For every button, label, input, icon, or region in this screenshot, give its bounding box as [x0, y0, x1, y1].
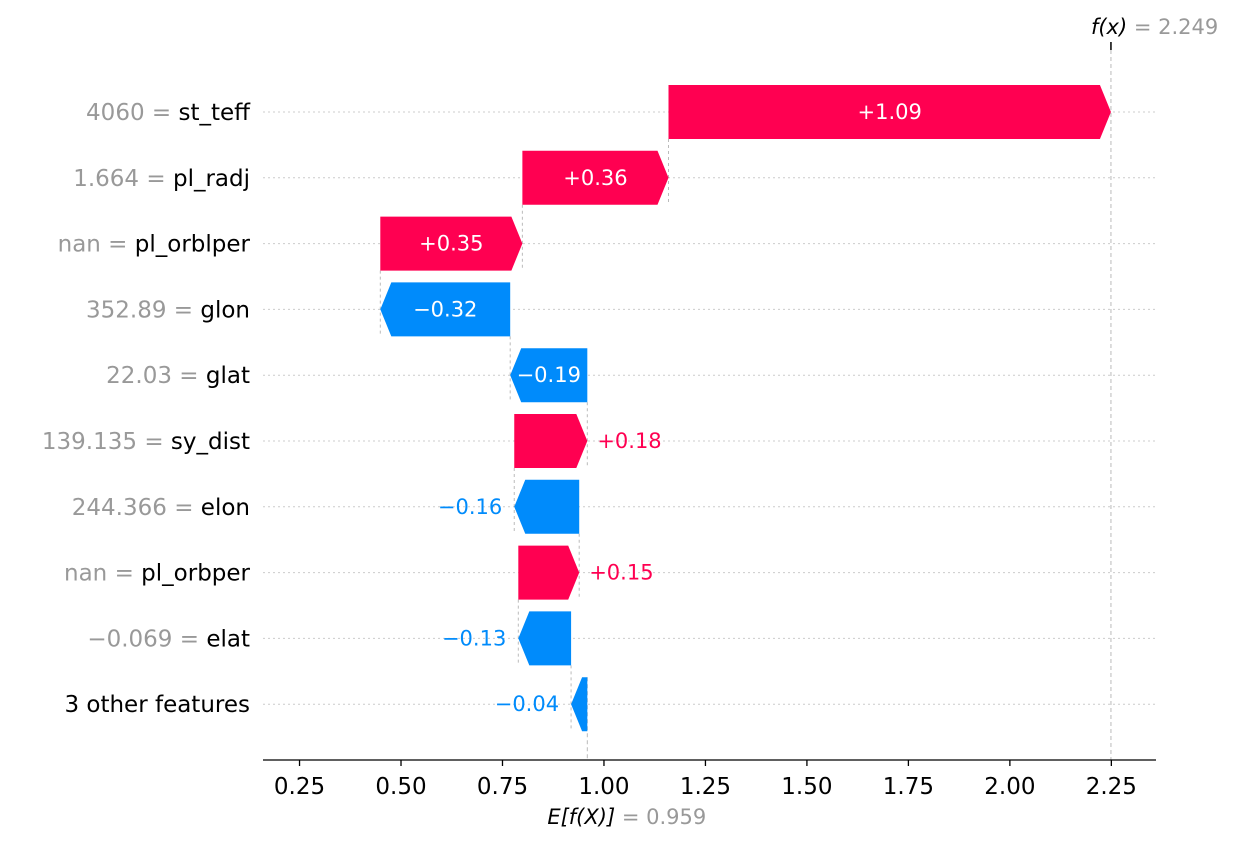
- bar-glat: [510, 348, 588, 403]
- final-value-number: = 2.249: [1127, 15, 1218, 39]
- feature-name: elon: [201, 495, 250, 521]
- feature-name: pl_orbper: [141, 561, 250, 587]
- feature-name: sy_dist: [171, 429, 250, 455]
- base-value-label: E[f(X)] = 0.959: [547, 805, 706, 829]
- contribution-label: −0.32: [413, 297, 477, 321]
- feature-value: −0.069 =: [87, 626, 206, 652]
- feature-value: 352.89 =: [86, 297, 200, 323]
- feature-name: st_teff: [178, 100, 251, 126]
- feature-value: nan =: [64, 561, 141, 587]
- contribution-label: −0.04: [495, 692, 559, 716]
- bar-elat: [518, 611, 572, 666]
- base-value-name: E[f(X)]: [547, 805, 615, 829]
- bar-pl_orblper: [380, 216, 523, 271]
- x-tick-label: 1.00: [578, 774, 629, 800]
- feature-name: elat: [206, 626, 250, 652]
- x-tick-label: 2.25: [1086, 774, 1137, 800]
- bar-pl_orbper: [518, 545, 580, 600]
- contribution-label: −0.13: [442, 626, 506, 650]
- feature-value: 22.03 =: [106, 363, 206, 389]
- feature-value: nan =: [58, 232, 135, 258]
- feature-value: 139.135 =: [42, 429, 171, 455]
- contribution-label: +0.35: [419, 232, 483, 256]
- x-tick-label: 2.00: [984, 774, 1035, 800]
- feature-name: 3 other features: [64, 692, 250, 718]
- bar-pl_radj: [522, 150, 669, 205]
- contribution-label: −0.16: [438, 495, 502, 519]
- x-tick-label: 1.50: [781, 774, 832, 800]
- contribution-label: +0.15: [589, 561, 653, 585]
- x-tick-label: 0.25: [274, 774, 325, 800]
- feature-value: 4060 =: [86, 100, 178, 126]
- final-value-label: f(x) = 2.249: [1091, 15, 1218, 39]
- feature-label: nan = pl_orbper: [64, 561, 251, 587]
- feature-name: pl_orblper: [135, 232, 251, 258]
- x-tick-label: 0.75: [477, 774, 528, 800]
- feature-label: 4060 = st_teff: [86, 100, 251, 126]
- feature-label: −0.069 = elat: [87, 626, 250, 652]
- feature-label: nan = pl_orblper: [58, 232, 251, 258]
- bar-glon: [380, 282, 511, 337]
- bar-3-other-features: [571, 677, 588, 732]
- contribution-label: −0.19: [517, 363, 581, 387]
- feature-name: glon: [200, 297, 250, 323]
- feature-label: 3 other features: [64, 692, 250, 718]
- contribution-label: +1.09: [858, 100, 922, 124]
- contribution-label: +0.36: [563, 166, 627, 190]
- bar-st_teff: [668, 85, 1111, 139]
- feature-label: 22.03 = glat: [106, 363, 250, 389]
- x-tick-label: 1.25: [680, 774, 731, 800]
- final-value-name: f(x): [1091, 15, 1127, 39]
- contribution-label: +0.18: [597, 429, 661, 453]
- feature-value: 1.664 =: [73, 166, 173, 192]
- bar-elon: [514, 479, 580, 534]
- base-value-number: = 0.959: [615, 805, 706, 829]
- feature-value: 244.366 =: [72, 495, 201, 521]
- feature-name: pl_radj: [173, 166, 250, 192]
- feature-label: 352.89 = glon: [86, 297, 250, 323]
- feature-label: 139.135 = sy_dist: [42, 429, 250, 455]
- feature-label: 244.366 = elon: [72, 495, 250, 521]
- x-tick-label: 1.75: [883, 774, 934, 800]
- x-tick-label: 0.50: [375, 774, 426, 800]
- feature-name: glat: [206, 363, 250, 389]
- bar-sy_dist: [514, 414, 588, 468]
- feature-label: 1.664 = pl_radj: [73, 166, 250, 192]
